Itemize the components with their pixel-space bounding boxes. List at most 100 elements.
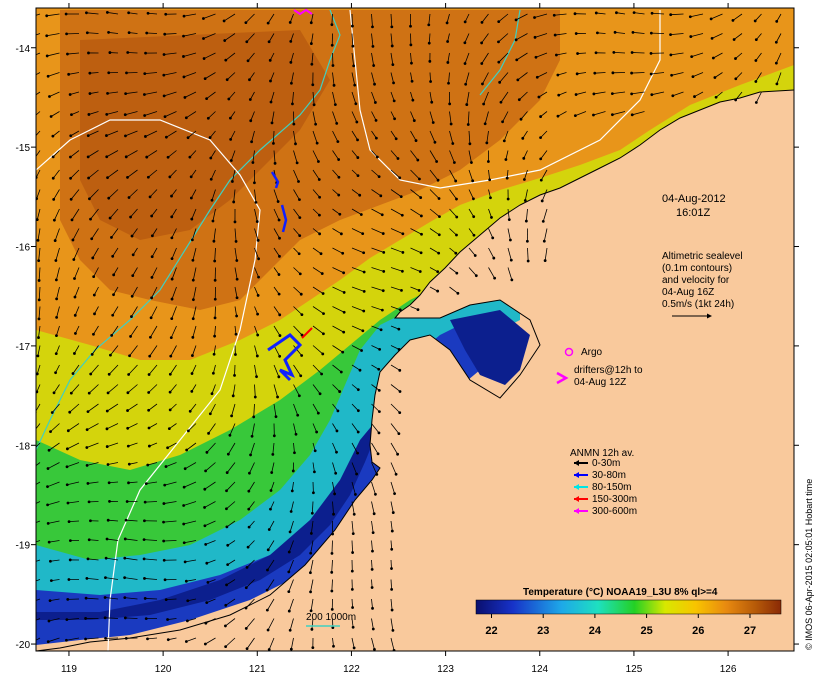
velocity-arrow-head (309, 571, 312, 575)
velocity-arrow (36, 189, 41, 199)
velocity-arrow-head (485, 141, 489, 145)
velocity-arrow-head (355, 472, 358, 476)
velocity-arrow-head (575, 72, 579, 76)
velocity-arrow (246, 637, 255, 649)
velocity-arrow-head (754, 38, 758, 42)
velocity-arrow-head (380, 308, 384, 312)
velocity-arrow (468, 130, 471, 144)
velocity-arrow (206, 91, 216, 99)
velocity-arrow (310, 598, 314, 611)
velocity-arrow (214, 325, 216, 337)
velocity-arrow-head (429, 80, 432, 83)
velocity-arrow-head (143, 597, 147, 600)
velocity-arrow-head (246, 59, 250, 63)
velocity-arrow (351, 91, 357, 104)
velocity-arrow-head (224, 645, 228, 649)
velocity-arrow (248, 481, 255, 492)
velocity-arrow-head (204, 621, 208, 625)
lat-tick-label: -16 (16, 243, 31, 254)
velocity-arrow (289, 13, 294, 23)
anmn-item-label: 80-150m (592, 482, 631, 493)
velocity-arrow (632, 31, 645, 34)
velocity-arrow-head (411, 98, 415, 102)
velocity-arrow (351, 442, 358, 454)
velocity-arrow (47, 52, 60, 57)
velocity-arrow-head (124, 92, 128, 96)
velocity-arrow-head (714, 95, 718, 99)
velocity-arrow (36, 150, 41, 158)
velocity-arrow (690, 33, 704, 37)
velocity-arrow (711, 33, 723, 39)
velocity-arrow (332, 384, 340, 392)
velocity-arrow (544, 247, 548, 261)
velocity-arrow (267, 618, 275, 631)
velocity-arrow-head (335, 122, 339, 125)
velocity-arrow-head (225, 525, 229, 529)
velocity-arrow (332, 228, 342, 235)
velocity-arrow-head (183, 96, 187, 99)
velocity-arrow-head (84, 637, 87, 641)
velocity-arrow-head (88, 197, 91, 201)
velocity-arrow (271, 111, 275, 123)
velocity-arrow-head (352, 646, 356, 650)
velocity-arrow-head (107, 71, 111, 75)
velocity-arrow (66, 462, 80, 468)
velocity-arrow-head (143, 577, 146, 580)
velocity-arrow (191, 208, 197, 220)
velocity-arrow (557, 111, 567, 117)
velocity-arrow-head (212, 352, 216, 356)
velocity-arrow (449, 267, 458, 274)
velocity-arrow-head (377, 431, 381, 435)
velocity-arrow-head (166, 638, 170, 642)
velocity-arrow-head (247, 489, 251, 493)
velocity-arrow (36, 579, 41, 582)
velocity-arrow-head (734, 77, 738, 81)
velocity-arrow-head (356, 409, 360, 413)
velocity-arrow-head (436, 289, 440, 293)
velocity-arrow (72, 228, 80, 241)
velocity-arrow-head (525, 239, 529, 243)
velocity-arrow-head (287, 550, 291, 554)
velocity-arrow (67, 52, 80, 55)
argo-symbol (564, 347, 574, 357)
velocity-arrow (631, 91, 645, 95)
latitude-ticks: -14-15-16-17-18-19-20 (16, 44, 799, 651)
velocity-arrow (145, 501, 158, 503)
velocity-arrow (74, 345, 80, 354)
velocity-arrow-head (257, 275, 260, 279)
velocity-arrow-head (92, 332, 95, 336)
velocity-arrow (72, 364, 80, 374)
velocity-arrow (149, 345, 158, 357)
sst-field (36, 8, 794, 651)
velocity-arrow (254, 286, 259, 296)
velocity-arrow-head (393, 117, 396, 121)
velocity-arrow-head (227, 97, 231, 101)
velocity-arrow-head (430, 100, 434, 104)
velocity-arrow (232, 384, 236, 396)
lat-tick-label: -18 (16, 441, 31, 452)
velocity-arrow (36, 130, 41, 137)
velocity-arrow-head (66, 429, 70, 433)
velocity-arrow (254, 247, 259, 259)
velocity-arrow-head (390, 529, 394, 533)
velocity-arrow-head (266, 21, 270, 25)
velocity-arrow (229, 423, 236, 436)
anmn-title: ANMN 12h av. (570, 448, 634, 459)
colorbar-tick-label: 23 (537, 625, 549, 637)
velocity-arrow-head (309, 609, 313, 613)
velocity-arrow (187, 130, 197, 138)
velocity-arrow (50, 559, 60, 562)
velocity-arrow (88, 111, 99, 115)
velocity-arrow (250, 111, 255, 121)
velocity-arrow (48, 72, 60, 77)
velocity-arrow-head (650, 11, 654, 15)
velocity-arrow (204, 501, 216, 508)
velocity-arrow-head (123, 556, 127, 560)
velocity-arrow-head (89, 519, 92, 523)
velocity-arrow-head (256, 294, 260, 297)
velocity-arrow-head (229, 116, 232, 120)
velocity-arrow-head (277, 218, 281, 222)
velocity-arrow-head (52, 197, 56, 201)
velocity-arrow (151, 286, 158, 298)
velocity-arrow (293, 189, 300, 200)
